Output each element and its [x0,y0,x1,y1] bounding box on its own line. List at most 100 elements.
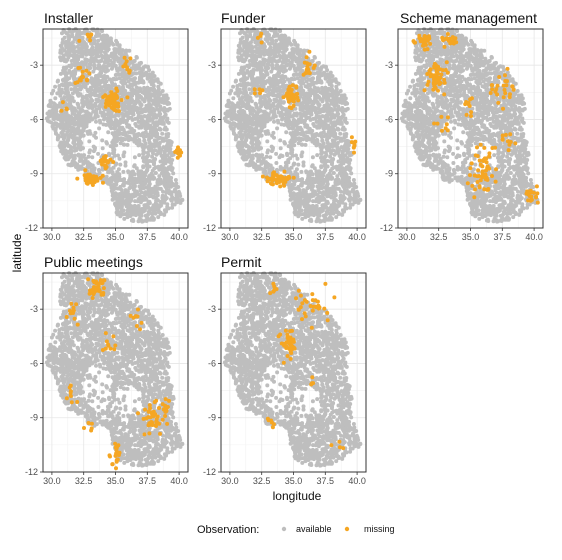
point-available [92,82,96,86]
point-available [66,76,70,80]
point-available [164,147,168,151]
point-available [96,29,100,33]
point-available [104,55,108,59]
point-available [124,160,128,164]
point-available [67,136,71,140]
point-available [311,155,315,159]
point-available [330,145,334,149]
point-available [154,171,158,175]
point-available [112,47,116,51]
point-available [158,100,162,104]
point-available [122,154,126,158]
facet-title-scheme-management: Scheme management [400,10,537,26]
point-available [331,138,335,142]
point-available [89,116,93,120]
point-available [334,215,338,219]
point-available [82,128,86,132]
point-available [159,91,163,95]
point-available [303,125,307,129]
point-missing [88,38,92,42]
point-missing [61,100,65,104]
point-available [111,172,115,176]
point-available [151,79,155,83]
point-available [118,157,122,161]
point-available [155,97,159,101]
point-available [146,87,150,91]
point-available [108,111,112,115]
point-available [297,178,301,182]
point-available [160,116,164,120]
point-available [343,128,347,132]
point-available [317,71,321,75]
point-available [128,200,132,204]
point-missing [99,176,103,180]
point-available [128,176,132,180]
point-available [69,87,73,91]
point-available [156,151,160,155]
point-available [59,149,63,153]
point-available [132,188,136,192]
point-available [87,139,91,143]
point-available [321,64,325,68]
point-available [134,71,138,75]
point-available [62,41,66,45]
point-available [174,190,178,194]
point-available [310,164,314,168]
point-available [139,71,143,75]
point-missing [120,98,124,102]
point-available [313,133,317,137]
point-available [105,46,109,50]
point-available [72,134,76,138]
point-missing [115,103,119,107]
point-available [141,156,145,160]
point-available [284,68,288,72]
point-available [54,132,58,136]
point-available [94,120,98,124]
point-available [341,208,345,212]
point-available [105,142,109,146]
point-available [137,207,141,211]
point-available [162,161,166,165]
point-available [106,130,110,134]
point-available [117,167,121,171]
point-available [95,54,99,58]
point-available [148,72,152,76]
point-available [78,43,82,47]
point-available [292,118,296,122]
point-available [276,50,280,54]
point-available [155,78,159,82]
point-available [81,155,85,159]
point-available [73,130,77,134]
y-tick-label: -3 [30,60,38,70]
point-available [170,206,174,210]
point-available [65,31,69,35]
point-available [132,59,136,63]
point-available [234,104,238,108]
point-available [174,178,178,182]
point-available [164,97,168,101]
point-available [93,146,97,150]
point-available [121,114,125,118]
point-available [163,181,167,185]
point-available [348,168,352,172]
point-available [297,50,301,54]
point-available [122,150,126,154]
facet-title-funder: Funder [221,10,266,26]
point-available [135,86,139,90]
point-available [143,72,147,76]
point-available [296,157,300,161]
point-available [161,194,165,198]
point-available [345,206,349,210]
point-available [147,138,151,142]
point-available [323,160,327,164]
point-available [311,122,315,126]
point-available [137,176,141,180]
point-available [107,119,111,123]
point-available [73,58,77,62]
point-available [132,209,136,213]
point-available [59,44,63,48]
point-available [143,177,147,181]
point-available [243,84,247,88]
point-available [231,85,235,89]
point-available [289,143,293,147]
